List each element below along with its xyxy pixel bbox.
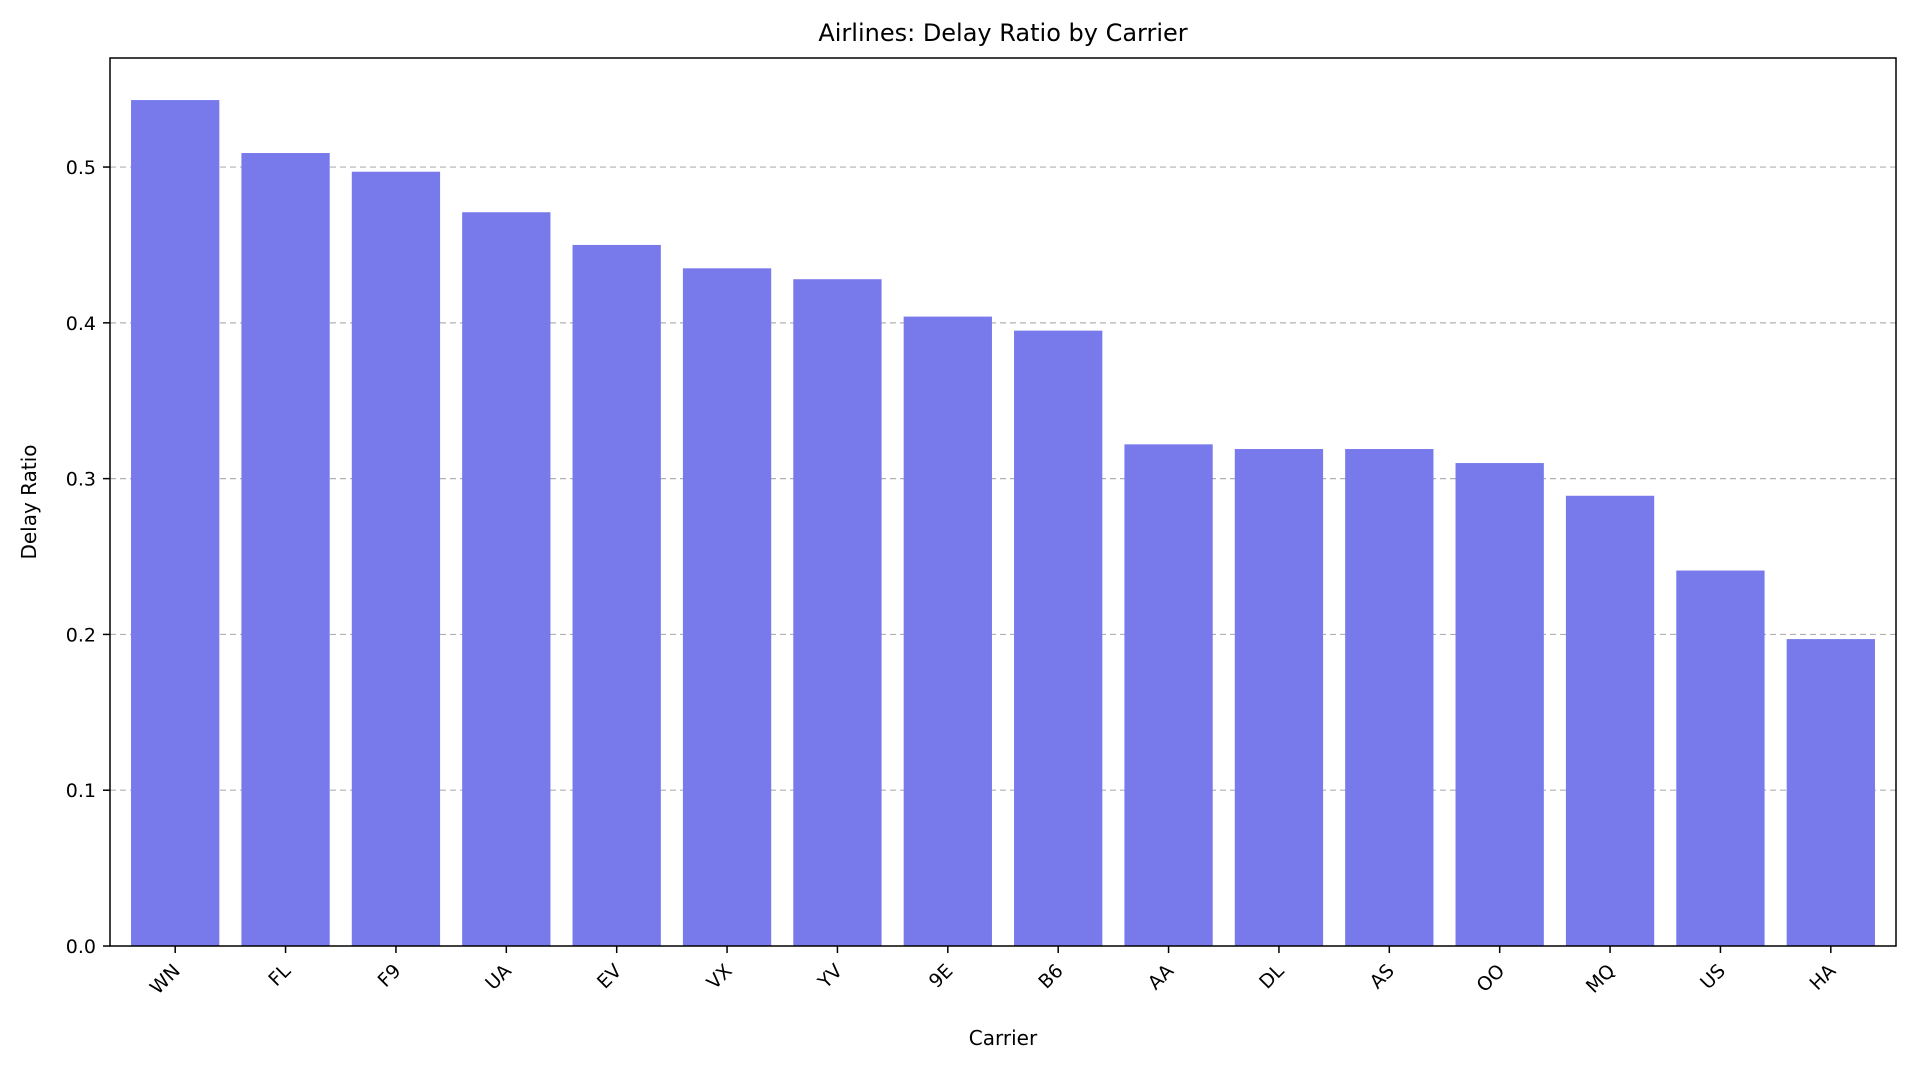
bar-wn <box>131 100 220 946</box>
bar-fl <box>241 153 330 946</box>
x-tick-label: HA <box>1805 960 1840 995</box>
bar-9e <box>903 316 992 946</box>
y-tick-label: 0.4 <box>66 313 96 335</box>
x-tick-label: AA <box>1144 960 1178 994</box>
x-tick-label: 9E <box>925 960 958 993</box>
chart-title: Airlines: Delay Ratio by Carrier <box>818 19 1187 47</box>
bar-ev <box>572 244 661 946</box>
x-axis-label: Carrier <box>969 1026 1038 1050</box>
bar-vx <box>682 268 772 946</box>
x-tick-label: VX <box>703 960 737 994</box>
x-tick-label: US <box>1696 960 1730 994</box>
bar-us <box>1676 570 1765 946</box>
x-tick-label: EV <box>593 960 626 993</box>
bar-mq <box>1565 495 1655 946</box>
x-tick-label: AS <box>1366 960 1399 993</box>
x-tick-label: WN <box>146 960 185 999</box>
bar-ua <box>462 212 551 947</box>
y-tick-label: 0.5 <box>66 157 96 179</box>
x-tick-label: YV <box>813 960 847 994</box>
x-tick-label: F9 <box>374 960 406 992</box>
bars <box>131 100 1875 947</box>
x-axis-ticks: WN FL F9 UA EV VX YV 9E B6 AA DL AS OO MQ US HA <box>146 946 1840 999</box>
x-tick-label: FL <box>264 960 295 991</box>
x-tick-label: UA <box>481 960 516 995</box>
y-tick-label: 0.0 <box>66 936 96 958</box>
x-tick-label: B6 <box>1034 960 1067 993</box>
y-tick-label: 0.3 <box>66 469 96 491</box>
x-tick-label: OO <box>1473 960 1510 997</box>
y-axis-label: Delay Ratio <box>17 444 41 559</box>
bar-b6 <box>1014 330 1103 946</box>
bar-aa <box>1124 444 1213 946</box>
x-tick-label: MQ <box>1582 960 1620 998</box>
bar-as <box>1345 449 1434 946</box>
x-tick-label: DL <box>1255 960 1289 994</box>
bar-f9 <box>351 171 441 946</box>
bar-yv <box>793 279 882 946</box>
plot-frame <box>109 57 1897 947</box>
grid-lines <box>110 166 1896 791</box>
bar-ha <box>1786 639 1875 946</box>
bar-dl <box>1234 449 1324 946</box>
y-tick-label: 0.1 <box>66 780 96 802</box>
y-axis-ticks: 0.0 0.1 0.2 0.3 0.4 0.5 <box>66 157 110 958</box>
bar-oo <box>1455 463 1544 946</box>
y-tick-label: 0.2 <box>66 624 96 646</box>
